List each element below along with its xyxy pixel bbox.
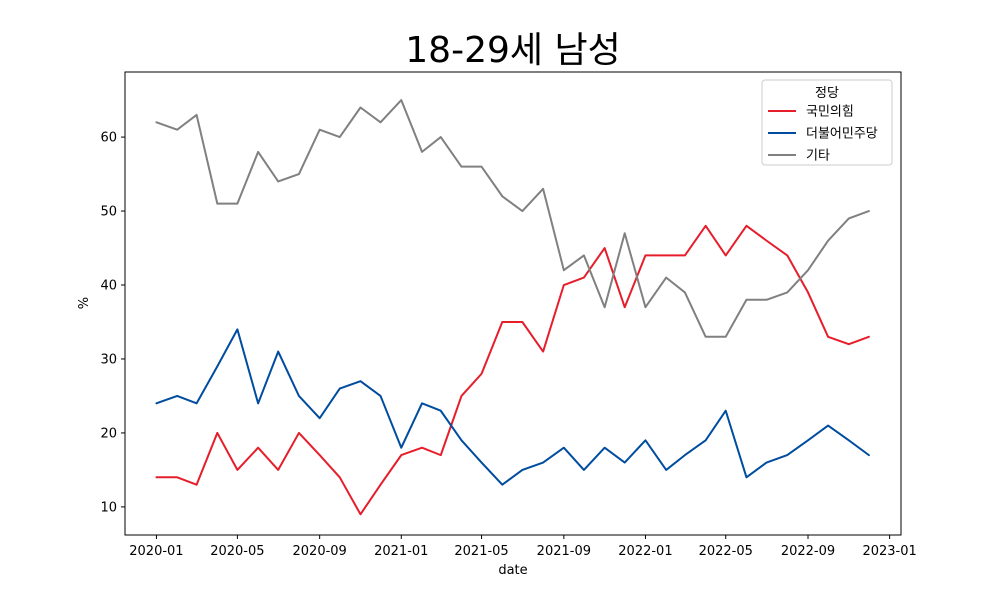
y-axis: 10 20 30 40 50 60: [100, 131, 125, 515]
y-tick-label-3: 40: [100, 279, 117, 294]
series-layer: [155, 99, 870, 516]
x-tick-label-9: 2023-01: [862, 544, 916, 559]
y-tick-label-5: 60: [100, 131, 117, 146]
y-tick-label-4: 50: [100, 205, 117, 220]
chart-title: 18-29세 남성: [405, 30, 620, 71]
legend-label-0: 국민의힘: [806, 105, 854, 120]
legend-title: 정당: [815, 86, 839, 101]
x-tick-label-5: 2021-09: [537, 544, 591, 559]
legend-frame: [761, 79, 893, 166]
legend-label-2: 기타: [806, 149, 830, 164]
series-line-2: [155, 99, 870, 338]
x-tick-label-3: 2021-01: [374, 544, 428, 559]
y-tick-label-2: 30: [100, 352, 117, 367]
plot-frame: [124, 71, 902, 536]
x-axis: 2020-01 2020-05 2020-09 2021-01 2021-05 2021-…: [129, 535, 917, 559]
y-axis-label: %: [77, 297, 92, 309]
x-tick-label-8: 2022-09: [781, 544, 835, 559]
x-tick-label-2: 2020-09: [293, 544, 347, 559]
legend-label-1: 더불어민주당: [806, 127, 878, 142]
x-tick-label-4: 2021-05: [454, 544, 508, 559]
x-tick-label-6: 2022-01: [618, 544, 672, 559]
x-axis-label: date: [498, 563, 527, 578]
y-tick-label-1: 20: [100, 426, 117, 441]
x-tick-label-0: 2020-01: [129, 544, 183, 559]
y-tick-label-0: 10: [100, 500, 117, 515]
series-line-1: [155, 328, 870, 486]
series-line-0: [155, 224, 870, 516]
x-tick-label-1: 2020-05: [210, 544, 264, 559]
x-tick-label-7: 2022-05: [699, 544, 753, 559]
